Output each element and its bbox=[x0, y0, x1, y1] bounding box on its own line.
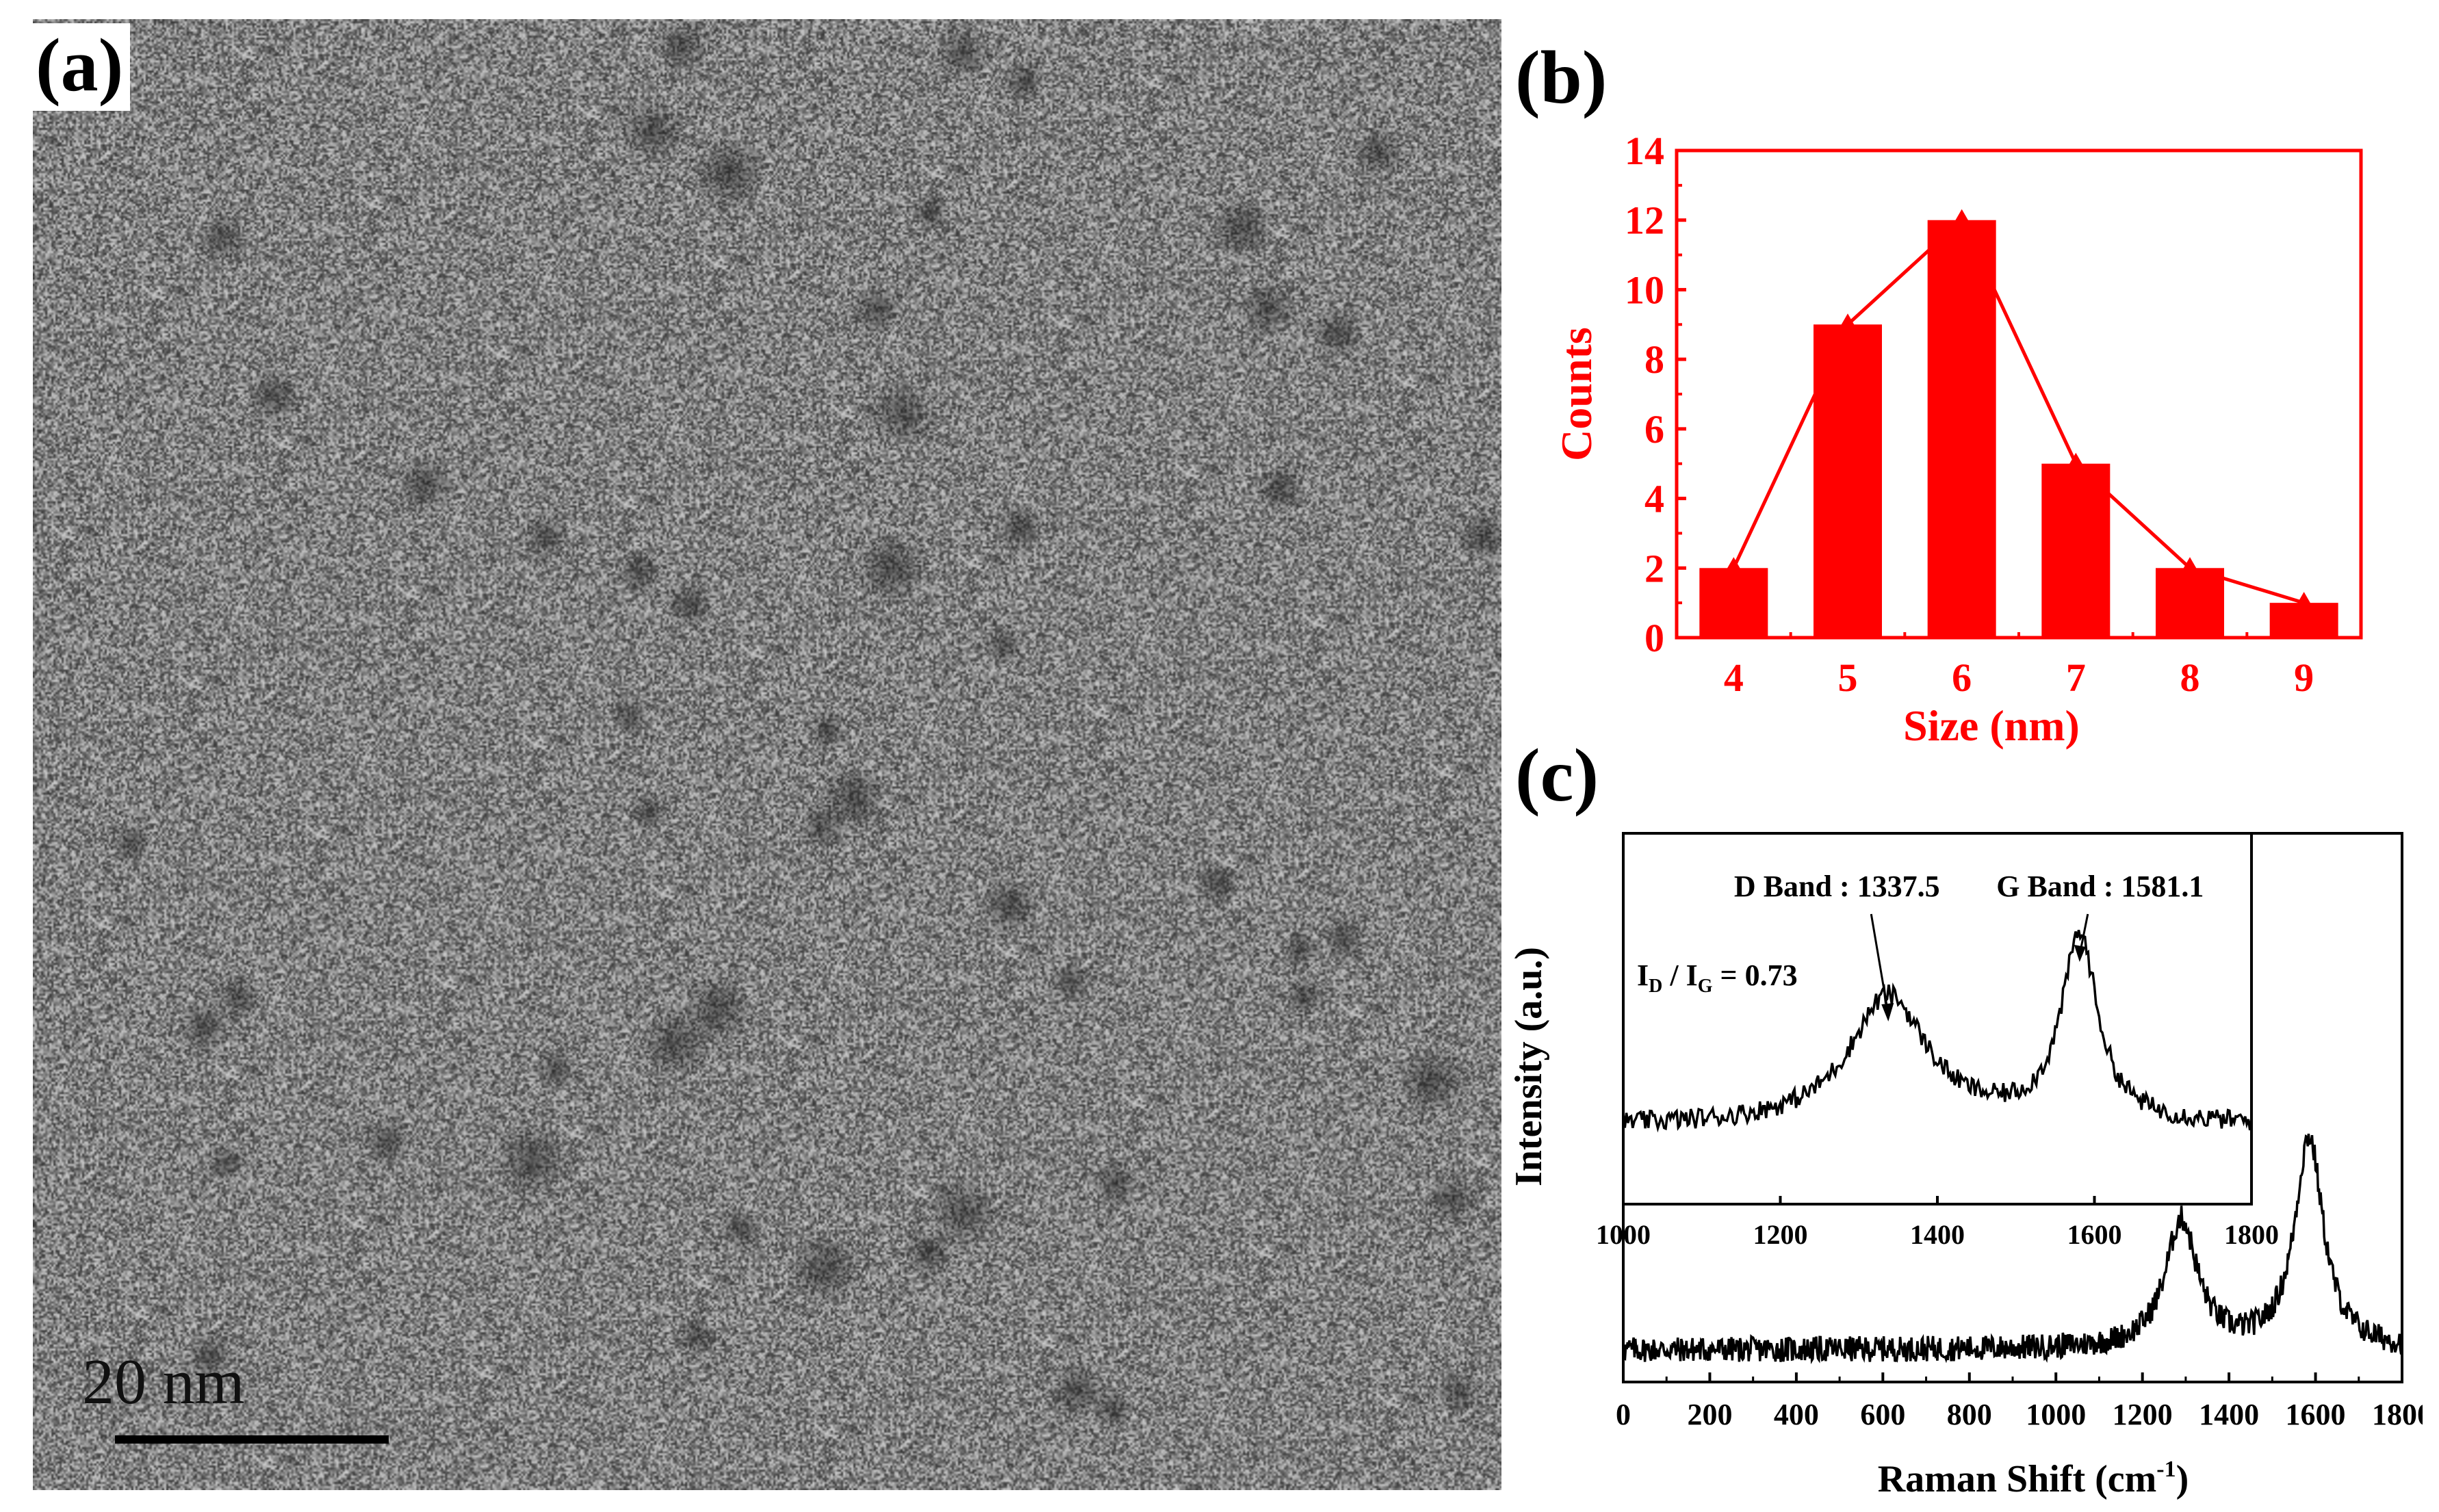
x-tick-label: 800 bbox=[1947, 1398, 1992, 1431]
trend-marker bbox=[2293, 592, 2314, 610]
ratio-sub-g: G bbox=[1698, 976, 1713, 997]
trend-line bbox=[1732, 217, 2305, 605]
ratio-sub-d: D bbox=[1649, 976, 1662, 997]
g-band-annotation: G Band : 1581.1 bbox=[1996, 870, 2204, 903]
histogram-bar bbox=[1927, 220, 1996, 638]
x-tick-label: 9 bbox=[2294, 655, 2314, 700]
trend-marker bbox=[2065, 452, 2087, 471]
d-band-arrow bbox=[1870, 913, 1889, 1015]
y-tick-label: 2 bbox=[1644, 546, 1664, 590]
inset-spectrum-line bbox=[1622, 930, 2253, 1133]
x-tick-label: 7 bbox=[2066, 655, 2086, 700]
raman-spectrum-line bbox=[1622, 1133, 2403, 1364]
x-tick-label: 200 bbox=[1687, 1398, 1732, 1431]
panel-label-b: (b) bbox=[1515, 36, 1608, 119]
histogram-bar bbox=[1699, 568, 1768, 638]
ratio-value: = 0.73 bbox=[1713, 959, 1798, 992]
x-tick-label: 1200 bbox=[2113, 1398, 2173, 1431]
x-tick-label: 400 bbox=[1774, 1398, 1819, 1431]
trend-marker bbox=[1837, 313, 1858, 332]
x-axis-label: Raman Shift (cm-1) bbox=[1878, 1457, 2189, 1500]
y-tick-label: 8 bbox=[1644, 337, 1664, 382]
y-axis-label: Counts bbox=[1552, 327, 1601, 461]
inset-x-tick-label: 1400 bbox=[1910, 1219, 1965, 1250]
raman-spectrum-chart: 0 200 400 600 800 1000 1200 1400 1600 1800 1000 120… bbox=[1512, 832, 2423, 1500]
y-axis-label: Intensity (a.u.) bbox=[1512, 947, 1550, 1186]
x-axis-label-main: Raman Shift (cm bbox=[1878, 1458, 2157, 1500]
inset-x-tick-label: 1000 bbox=[1596, 1219, 1651, 1250]
x-tick-label: 1800 bbox=[2372, 1398, 2423, 1431]
tem-image bbox=[33, 19, 1501, 1490]
ratio-slash: / bbox=[1662, 959, 1686, 992]
tem-micrograph: 20 nm bbox=[33, 19, 1501, 1490]
scale-bar-label: 20 nm bbox=[82, 1346, 245, 1418]
scale-bar bbox=[115, 1435, 389, 1444]
ratio-i-2: I bbox=[1686, 959, 1698, 992]
histogram-bar bbox=[1814, 324, 1882, 638]
trend-marker bbox=[2180, 557, 2200, 575]
x-tick-label: 1600 bbox=[2286, 1398, 2346, 1431]
ratio-i: I bbox=[1637, 959, 1649, 992]
size-histogram-chart: 0 2 4 6 8 10 12 14 4 5 6 7 8 9 Size (nm) Counts bbox=[1552, 129, 2363, 750]
x-axis-label-end: ) bbox=[2176, 1458, 2189, 1500]
y-tick-label: 4 bbox=[1644, 477, 1664, 521]
trend-marker bbox=[1723, 557, 1744, 575]
trend-marker bbox=[1951, 209, 1972, 227]
inset-x-tick-label: 1200 bbox=[1753, 1219, 1808, 1250]
y-tick-label: 14 bbox=[1625, 129, 1664, 173]
histogram-bar bbox=[2156, 568, 2224, 638]
y-tick-label: 6 bbox=[1644, 407, 1664, 452]
g-band-arrowhead bbox=[2074, 945, 2086, 962]
plot-frame bbox=[1675, 148, 2363, 640]
x-tick-label: 8 bbox=[2180, 655, 2200, 700]
x-axis-label: Size (nm) bbox=[1903, 701, 2080, 750]
x-tick-label: 5 bbox=[1838, 655, 1858, 700]
x-tick-label: 600 bbox=[1860, 1398, 1905, 1431]
histogram-bar bbox=[2041, 463, 2111, 638]
x-axis-label-sup: -1 bbox=[2156, 1457, 2176, 1482]
x-tick-label: 0 bbox=[1616, 1398, 1631, 1431]
panel-label-a: (a) bbox=[33, 23, 131, 111]
id-ig-ratio-label: ID / IG = 0.73 bbox=[1637, 959, 1798, 997]
x-tick-label: 1400 bbox=[2199, 1398, 2259, 1431]
y-tick-label: 10 bbox=[1625, 268, 1664, 312]
d-band-arrowhead bbox=[1881, 1003, 1894, 1021]
y-tick-label: 0 bbox=[1644, 616, 1664, 660]
x-tick-label: 6 bbox=[1952, 655, 1972, 700]
y-tick-label: 12 bbox=[1625, 198, 1664, 243]
d-band-annotation: D Band : 1337.5 bbox=[1734, 870, 1940, 903]
x-tick-label: 1000 bbox=[2026, 1398, 2086, 1431]
inset-x-tick-label: 1600 bbox=[2067, 1219, 2122, 1250]
x-tick-label: 4 bbox=[1724, 655, 1744, 700]
inset-x-tick-label: 1800 bbox=[2224, 1219, 2279, 1250]
panel-label-c: (c) bbox=[1515, 733, 1599, 817]
inset-frame bbox=[1622, 832, 2253, 1205]
